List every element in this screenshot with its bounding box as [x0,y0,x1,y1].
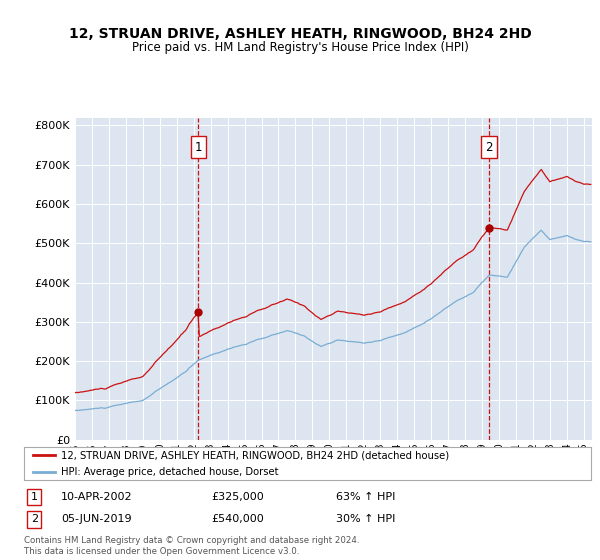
Text: 30% ↑ HPI: 30% ↑ HPI [336,514,395,524]
Text: Price paid vs. HM Land Registry's House Price Index (HPI): Price paid vs. HM Land Registry's House … [131,40,469,54]
Text: £325,000: £325,000 [211,492,264,502]
Text: £540,000: £540,000 [211,514,264,524]
Text: 2: 2 [485,141,493,153]
Text: 1: 1 [31,492,38,502]
Text: 12, STRUAN DRIVE, ASHLEY HEATH, RINGWOOD, BH24 2HD (detached house): 12, STRUAN DRIVE, ASHLEY HEATH, RINGWOOD… [61,450,449,460]
Text: 10-APR-2002: 10-APR-2002 [61,492,133,502]
Text: 12, STRUAN DRIVE, ASHLEY HEATH, RINGWOOD, BH24 2HD: 12, STRUAN DRIVE, ASHLEY HEATH, RINGWOOD… [68,27,532,41]
Text: HPI: Average price, detached house, Dorset: HPI: Average price, detached house, Dors… [61,467,278,477]
Text: 63% ↑ HPI: 63% ↑ HPI [336,492,395,502]
Text: 2: 2 [31,514,38,524]
Text: 1: 1 [194,141,202,153]
Text: 05-JUN-2019: 05-JUN-2019 [61,514,131,524]
Text: Contains HM Land Registry data © Crown copyright and database right 2024.
This d: Contains HM Land Registry data © Crown c… [24,536,359,556]
